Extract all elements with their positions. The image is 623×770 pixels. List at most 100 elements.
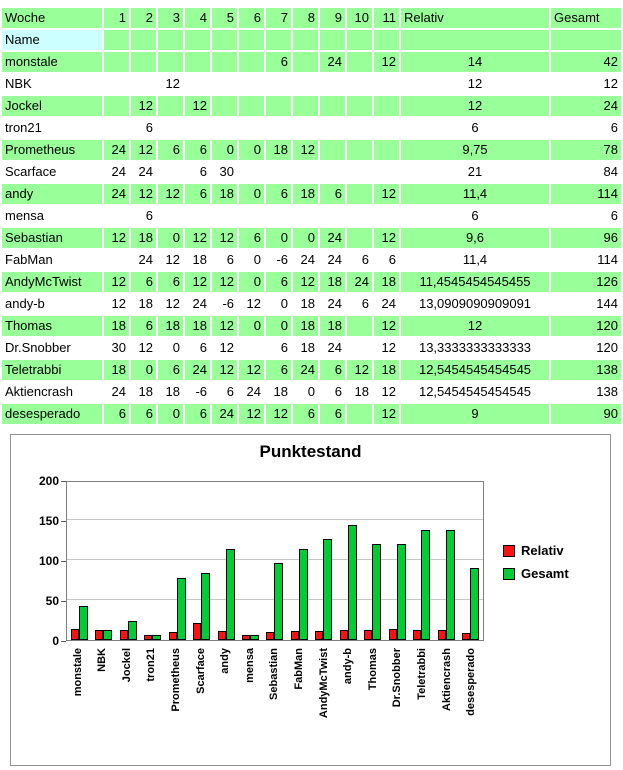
relativ-cell: 6	[401, 206, 549, 226]
table-row: Thomas 18 6 18 18 12 0 0 18 18 12 12 120	[2, 316, 621, 336]
week-score-cell: 6	[266, 52, 291, 72]
bar-relativ	[266, 632, 275, 640]
bar-gesamt	[78, 606, 88, 640]
week-score-cell: 6	[185, 404, 210, 424]
bar-relativ	[168, 632, 177, 640]
week-score-cell	[266, 206, 291, 226]
week-score-cell: 0	[266, 316, 291, 336]
week-score-cell	[185, 206, 210, 226]
gridline	[67, 519, 483, 520]
empty-cell	[131, 30, 156, 50]
week-score-cell: 6	[185, 140, 210, 160]
week-score-cell	[293, 52, 318, 72]
gesamt-cell: 24	[551, 96, 621, 116]
bar-groups	[67, 482, 483, 640]
week-score-cell: 24	[347, 272, 372, 292]
week-score-cell: 12	[374, 338, 399, 358]
week-score-cell: 12	[104, 228, 129, 248]
legend-swatch-gesamt	[503, 567, 515, 580]
gesamt-cell: 84	[551, 162, 621, 182]
bar-relativ	[462, 633, 471, 640]
week-score-cell: 0	[212, 140, 237, 160]
bar-group	[67, 482, 91, 640]
week-score-cell	[158, 206, 183, 226]
week-score-cell: 12	[293, 272, 318, 292]
x-axis-labels: monstale NBK Jockel tron21 Prometheus Scarfac…	[66, 645, 484, 763]
week-score-cell: 18	[320, 316, 345, 336]
header-relativ: Relativ	[401, 8, 549, 28]
week-score-cell	[320, 162, 345, 182]
week-score-cell: 12	[185, 228, 210, 248]
y-tick-mark	[61, 641, 66, 642]
relativ-cell: 6	[401, 118, 549, 138]
x-category-label: NBK	[96, 648, 109, 672]
week-score-cell	[104, 74, 129, 94]
x-label-cell: FabMan	[287, 645, 312, 763]
name-label-cell: Name	[2, 30, 102, 50]
table-row: FabMan 24 12 18 6 0 -6 24 24 6 6 11,4 114	[2, 250, 621, 270]
week-score-cell: 12	[131, 184, 156, 204]
week-score-cell: -6	[185, 382, 210, 402]
x-label-cell: Sebastian	[263, 645, 288, 763]
week-score-cell	[131, 52, 156, 72]
week-score-cell: 6	[158, 360, 183, 380]
player-name-cell: Dr.Snobber	[2, 338, 102, 358]
player-name-cell: Teletrabbi	[2, 360, 102, 380]
table-row: Sebastian 12 18 0 12 12 6 0 0 24 12 9,6 96	[2, 228, 621, 248]
week-score-cell	[347, 140, 372, 160]
x-label-cell: tron21	[140, 645, 165, 763]
gesamt-cell: 114	[551, 250, 621, 270]
week-score-cell: 18	[293, 338, 318, 358]
week-score-cell: 12	[239, 294, 264, 314]
week-score-cell: 6	[212, 382, 237, 402]
week-score-cell	[158, 118, 183, 138]
bar-group	[189, 482, 213, 640]
x-label-cell: Prometheus	[164, 645, 189, 763]
player-name-cell: andy	[2, 184, 102, 204]
relativ-cell: 12	[401, 74, 549, 94]
bar-relativ	[119, 630, 128, 640]
score-table: Woche 1 2 3 4 5 6 7 8 9 10 11 Relativ Gesamt Name monst…	[0, 6, 623, 426]
week-score-cell	[104, 118, 129, 138]
week-score-cell: 0	[158, 404, 183, 424]
gesamt-cell: 42	[551, 52, 621, 72]
week-score-cell: 18	[158, 382, 183, 402]
player-name-cell: Thomas	[2, 316, 102, 336]
week-score-cell	[293, 118, 318, 138]
week-score-cell: 6	[131, 272, 156, 292]
week-score-cell: 12	[212, 272, 237, 292]
x-label-cell: andy-b	[337, 645, 362, 763]
week-score-cell	[212, 118, 237, 138]
player-name-cell: tron21	[2, 118, 102, 138]
week-score-cell	[347, 184, 372, 204]
week-score-cell	[374, 162, 399, 182]
week-score-cell	[239, 96, 264, 116]
x-label-cell: NBK	[91, 645, 116, 763]
week-score-cell	[347, 228, 372, 248]
x-label-cell: Teletrabbi	[410, 645, 435, 763]
week-score-cell: 12	[104, 272, 129, 292]
week-score-cell: 24	[104, 162, 129, 182]
week-score-cell: 18	[293, 184, 318, 204]
week-score-cell: 6	[239, 228, 264, 248]
week-score-cell: 18	[158, 316, 183, 336]
player-name-cell: desesperado	[2, 404, 102, 424]
week-score-cell	[239, 52, 264, 72]
week-score-cell: 18	[131, 228, 156, 248]
week-score-cell: 24	[185, 360, 210, 380]
gesamt-cell: 12	[551, 74, 621, 94]
gesamt-cell: 96	[551, 228, 621, 248]
week-score-cell: 6	[320, 360, 345, 380]
relativ-cell: 12,5454545454545	[401, 382, 549, 402]
bar-gesamt	[127, 621, 137, 640]
y-tick-label: 100	[38, 554, 59, 568]
player-name-cell: NBK	[2, 74, 102, 94]
bar-gesamt	[347, 525, 357, 640]
name-row: Name	[2, 30, 621, 50]
table-row: andy-b 12 18 12 24 -6 12 0 18 24 6 24 13,09090909090…	[2, 294, 621, 314]
x-category-label: FabMan	[293, 648, 306, 690]
chart-legend: Relativ Gesamt	[503, 543, 569, 589]
week-score-cell	[374, 96, 399, 116]
week-score-cell	[239, 162, 264, 182]
week-score-cell: 24	[293, 360, 318, 380]
